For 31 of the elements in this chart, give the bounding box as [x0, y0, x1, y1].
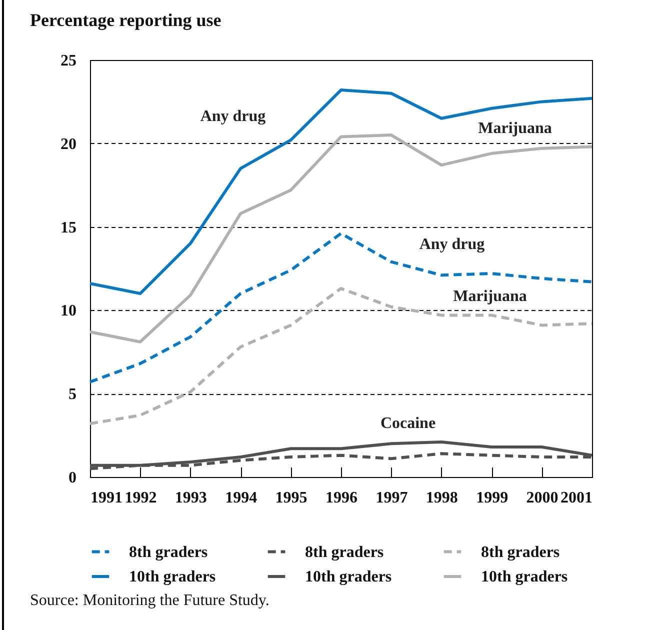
x-tick-label: 1993: [174, 490, 207, 506]
annotation: Marijuana: [453, 288, 527, 305]
legend-label: 8th graders: [305, 544, 384, 561]
legend-label: 10th graders: [305, 568, 392, 586]
y-tick-label: 10: [60, 302, 76, 320]
legend-label: 10th graders: [129, 568, 216, 586]
chart-title: Percentage reporting use: [30, 10, 222, 30]
x-tick-label: 1991: [90, 490, 122, 506]
source-note: Source: Monitoring the Future Study.: [30, 592, 270, 610]
y-tick-label: 0: [68, 470, 76, 486]
annotation: Any drug: [419, 236, 485, 253]
y-tick-label: 20: [60, 136, 76, 153]
y-tick-label: 25: [60, 52, 76, 70]
y-tick-label: 5: [68, 386, 76, 404]
x-tick-label: 1999: [476, 490, 508, 506]
x-tick-label: 1997: [376, 490, 408, 506]
x-tick-label: 1994: [225, 490, 258, 506]
annotation: Any drug: [200, 108, 266, 125]
legend-label: 8th graders: [129, 544, 208, 561]
legend-label: 8th graders: [481, 544, 560, 561]
line-series: [88, 232, 594, 384]
x-tick-label: 1996: [326, 490, 358, 506]
x-tick-label: 1992: [124, 490, 157, 506]
y-tick-label: 15: [60, 219, 76, 236]
x-tick-label: 2001: [560, 490, 592, 506]
x-tick-label: 1995: [275, 490, 308, 506]
annotation: Cocaine: [380, 415, 436, 432]
annotation: Marijuana: [478, 120, 552, 137]
legend-label: 10th graders: [481, 568, 568, 586]
x-tick-label: 1998: [426, 490, 458, 506]
x-tick-label: 2000: [526, 490, 558, 506]
